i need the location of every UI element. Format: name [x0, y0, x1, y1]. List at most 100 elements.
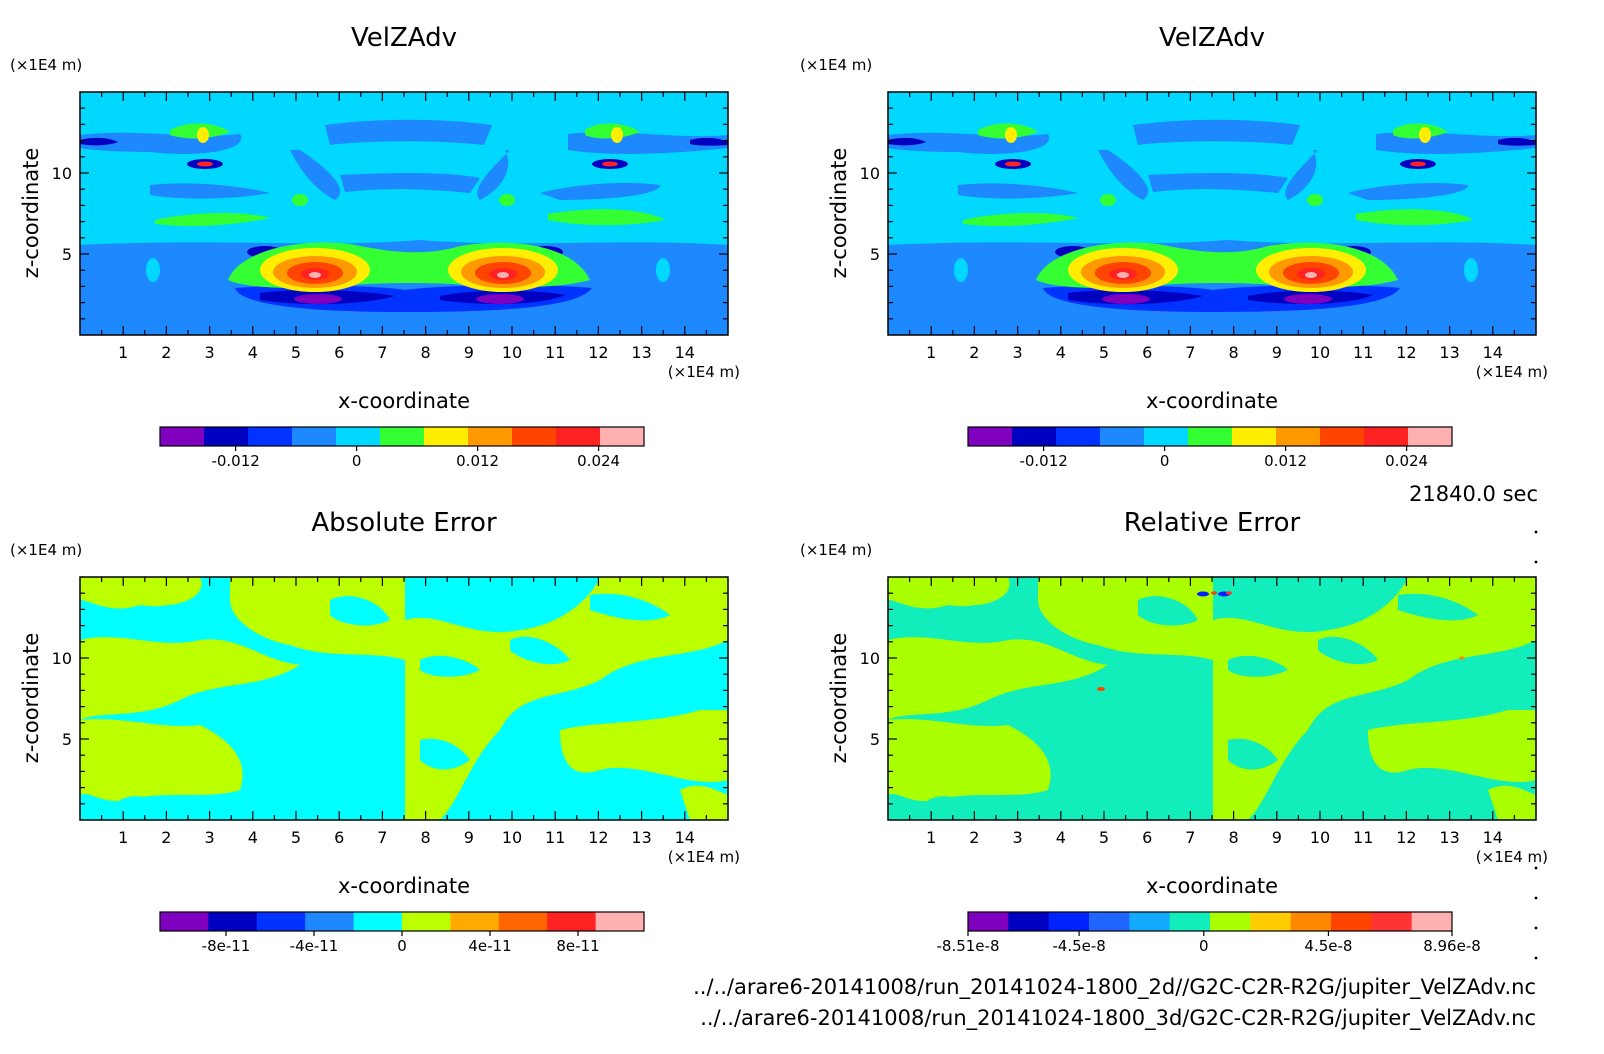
colorbar-swatch [1008, 912, 1050, 931]
colorbar-swatch [450, 912, 500, 931]
contour-field [80, 92, 728, 335]
colorbar-tick-label: 0.024 [1385, 452, 1428, 470]
x-tick-label: 5 [1099, 828, 1109, 847]
colorbar-tick-label: 8.96e-8 [1423, 937, 1481, 955]
colorbar-tick-label: 0.012 [456, 452, 499, 470]
panel-relative-error: Relative Error (×1E4 m) [800, 508, 1548, 955]
x-tick-label: 3 [205, 828, 215, 847]
colorbar-swatch [512, 427, 557, 446]
colorbar-tick-label: 0.024 [577, 452, 620, 470]
colorbar-swatch [424, 427, 469, 446]
panel-velzadv-3d: VelZAdv (×1E4 m) [800, 23, 1548, 470]
colorbar-swatch [1188, 427, 1233, 446]
y-tick-label: 5 [870, 730, 880, 749]
x-tick-label: 14 [675, 343, 695, 362]
x-tick-label: 7 [1185, 343, 1195, 362]
x-tick-label: 2 [161, 343, 171, 362]
panel-velzadv-2d: VelZAdv (×1E4 m) [10, 23, 740, 470]
x-tick-label: 7 [1185, 828, 1195, 847]
colorbar-swatch [1290, 912, 1332, 931]
x-tick-label: 13 [1439, 343, 1459, 362]
colorbar-tick-label: 0 [1160, 452, 1170, 470]
x-axis-label: x-coordinate [1146, 874, 1278, 898]
colorbar-swatch [1012, 427, 1057, 446]
colorbar-swatch [1320, 427, 1365, 446]
x-tick-label: 14 [1483, 828, 1503, 847]
colorbar-swatch [305, 912, 355, 931]
x-unit-label: (×1E4 m) [668, 848, 740, 866]
colorbar-swatch [968, 427, 1013, 446]
colorbar-swatch [1232, 427, 1277, 446]
colorbar-swatch [1169, 912, 1211, 931]
x-tick-label: 11 [545, 828, 565, 847]
colorbar-swatch [1048, 912, 1090, 931]
y-unit-label: (×1E4 m) [800, 56, 872, 74]
colorbar-swatch [380, 427, 425, 446]
colorbar-swatch [1089, 912, 1130, 931]
colorbar: -8.51e-8 -4.5e-8 0 4.5e-8 8.96e-8 [937, 911, 1481, 955]
x-ticks: 1 2 3 4 5 6 7 8 9 10 11 12 13 14 [908, 577, 1516, 847]
colorbar-swatch [1056, 427, 1101, 446]
y-axis-label: z-coordinate [827, 633, 851, 764]
x-tick-label: 2 [969, 343, 979, 362]
x-tick-label: 12 [588, 343, 608, 362]
colorbar-tick-label: 8e-11 [556, 937, 599, 955]
x-tick-label: 2 [161, 828, 171, 847]
y-axis-label: z-coordinate [827, 148, 851, 279]
x-tick-label: 8 [1229, 828, 1239, 847]
colorbar-swatch [1408, 427, 1453, 446]
x-tick-label: 5 [291, 828, 301, 847]
colorbar-swatch [1411, 912, 1453, 931]
x-tick-label: 9 [1272, 828, 1282, 847]
x-tick-label: 6 [1142, 343, 1152, 362]
x-tick-label: 13 [1439, 828, 1459, 847]
x-tick-label: 6 [334, 343, 344, 362]
x-tick-label: 6 [334, 828, 344, 847]
x-tick-label: 3 [1013, 343, 1023, 362]
x-tick-label: 12 [1396, 343, 1416, 362]
x-tick-label: 9 [464, 828, 474, 847]
colorbar-tick-label: -4.5e-8 [1052, 937, 1105, 955]
colorbar-swatch [160, 912, 209, 931]
x-tick-label: 4 [248, 343, 258, 362]
y-tick-label: 5 [62, 245, 72, 264]
panel-title: Relative Error [1124, 508, 1301, 538]
x-tick-label: 10 [1310, 828, 1330, 847]
colorbar-tick-label: 0 [1199, 937, 1209, 955]
x-tick-label: 10 [1310, 343, 1330, 362]
x-tick-label: 13 [631, 343, 651, 362]
x-unit-label: (×1E4 m) [668, 363, 740, 381]
x-tick-label: 7 [377, 828, 387, 847]
colorbar: -0.012 0 0.012 0.024 [967, 426, 1453, 470]
x-tick-label: 14 [675, 828, 695, 847]
x-tick-label: 4 [1056, 828, 1066, 847]
x-tick-label: 2 [969, 828, 979, 847]
colorbar-swatch [1276, 427, 1321, 446]
x-tick-label: 14 [1483, 343, 1503, 362]
colorbar-tick-label: -8.51e-8 [937, 937, 1000, 955]
x-tick-label: 13 [631, 828, 651, 847]
x-tick-label: 10 [502, 828, 522, 847]
dot-markers [1534, 530, 1538, 960]
x-ticks: 1 2 3 4 5 6 7 8 9 10 11 12 13 14 [908, 92, 1516, 362]
x-unit-label: (×1E4 m) [1476, 848, 1548, 866]
colorbar-swatch [336, 427, 381, 446]
colorbar-swatch [256, 912, 306, 931]
colorbar: -0.012 0 0.012 0.024 [159, 426, 645, 470]
colorbar-frame [159, 426, 645, 447]
x-tick-label: 3 [1013, 828, 1023, 847]
x-unit-label: (×1E4 m) [1476, 363, 1548, 381]
colorbar-swatch [1100, 427, 1145, 446]
x-tick-label: 5 [291, 343, 301, 362]
x-tick-label: 4 [1056, 343, 1066, 362]
colorbar-swatch [204, 427, 249, 446]
colorbar-frame [967, 426, 1453, 447]
colorbar-frame [967, 911, 1453, 932]
x-tick-label: 5 [1099, 343, 1109, 362]
panel-title: Absolute Error [311, 508, 497, 538]
colorbar-tick-label: -8e-11 [202, 937, 251, 955]
contour-field [888, 92, 1536, 335]
colorbar-tick-label: 0.012 [1264, 452, 1307, 470]
colorbar-swatch [1144, 427, 1189, 446]
y-axis-label: z-coordinate [19, 633, 43, 764]
